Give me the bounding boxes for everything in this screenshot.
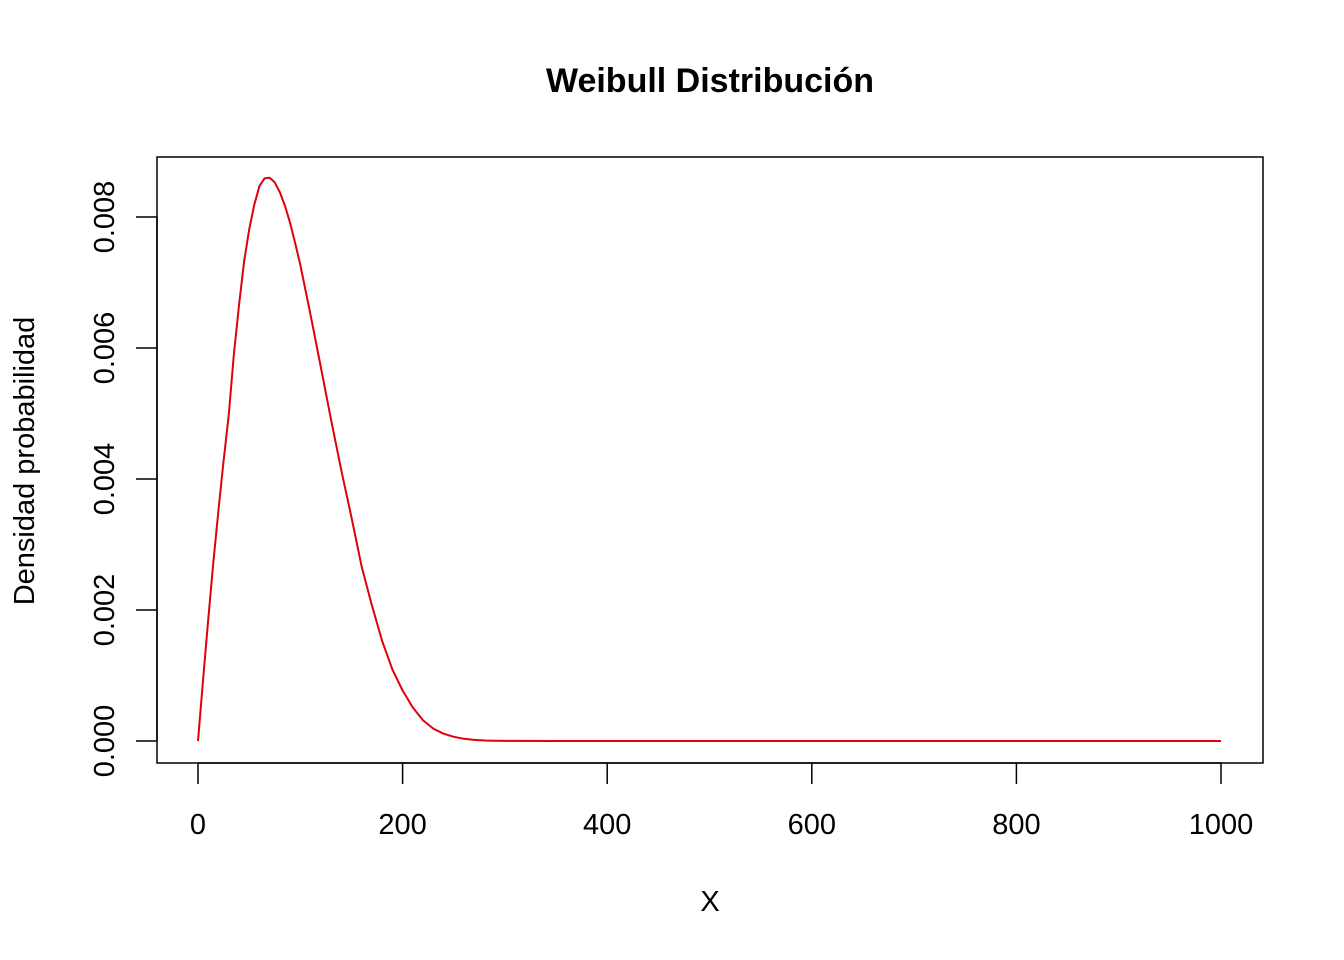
x-tick-label: 0 (190, 809, 206, 841)
x-tick-label: 1000 (1189, 809, 1254, 841)
y-axis-label: Densidad probabilidad (9, 317, 41, 606)
x-tick-label: 400 (583, 809, 631, 841)
x-tick-label: 600 (788, 809, 836, 841)
y-tick-label: 0.002 (89, 574, 121, 647)
y-tick-label: 0.000 (89, 705, 121, 778)
y-axis: 0.000 0.002 0.004 0.006 0.008 (89, 181, 158, 778)
series-layer (197, 176, 1221, 742)
chart-title: Weibull Distribución (546, 62, 874, 100)
x-axis-label: X (700, 886, 719, 918)
x-tick-label: 800 (992, 809, 1040, 841)
y-tick-label: 0.006 (89, 312, 121, 385)
series-line (197, 176, 1221, 742)
plot-frame (156, 156, 1264, 764)
y-tick-label: 0.004 (89, 443, 121, 516)
x-tick-label: 200 (378, 809, 426, 841)
x-axis: 0 200 400 600 800 1000 (190, 762, 1254, 841)
y-tick-label: 0.008 (89, 181, 121, 254)
